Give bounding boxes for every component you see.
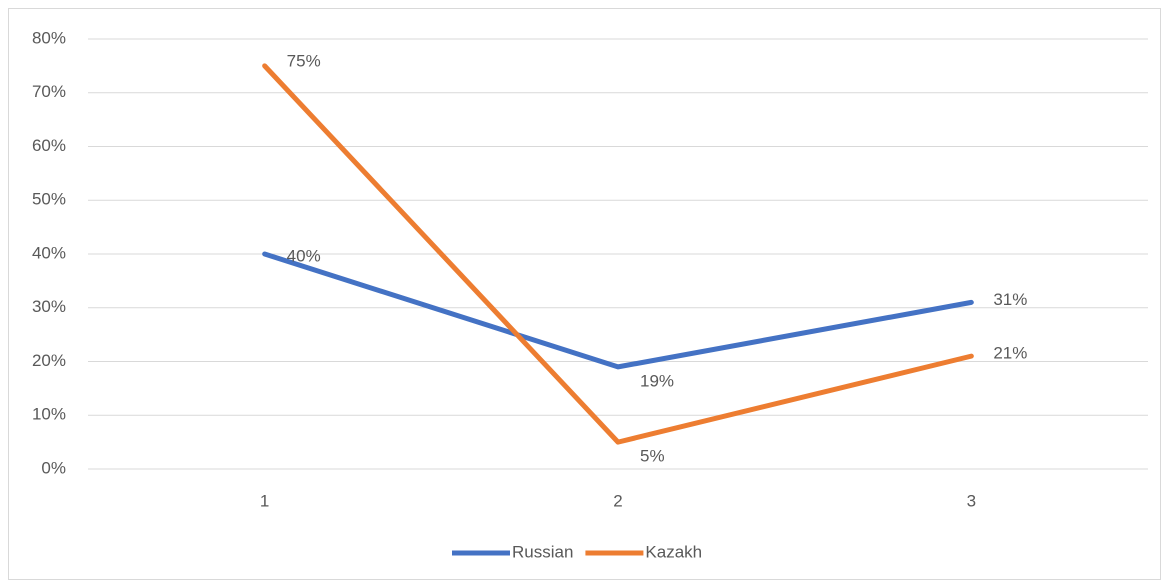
y-tick-label: 10% <box>32 405 66 424</box>
data-label: 31% <box>993 290 1027 309</box>
chart-border <box>8 8 1161 580</box>
data-label: 5% <box>640 447 665 466</box>
y-tick-label: 20% <box>32 351 66 370</box>
data-label: 40% <box>287 246 321 265</box>
legend-label: Kazakh <box>645 542 702 561</box>
y-tick-label: 80% <box>32 28 66 47</box>
y-tick-label: 30% <box>32 297 66 316</box>
y-tick-label: 50% <box>32 190 66 209</box>
x-tick-label: 3 <box>967 491 976 510</box>
data-label: 75% <box>287 51 321 70</box>
x-tick-label: 2 <box>613 491 622 510</box>
series-line <box>262 63 974 445</box>
y-tick-label: 70% <box>32 82 66 101</box>
y-tick-label: 40% <box>32 243 66 262</box>
y-tick-label: 0% <box>41 458 66 477</box>
x-tick-label: 1 <box>260 491 269 510</box>
data-label: 21% <box>993 344 1027 363</box>
series-line <box>262 251 974 370</box>
data-label: 19% <box>640 371 674 390</box>
legend-label: Russian <box>512 542 573 561</box>
y-tick-label: 60% <box>32 136 66 155</box>
